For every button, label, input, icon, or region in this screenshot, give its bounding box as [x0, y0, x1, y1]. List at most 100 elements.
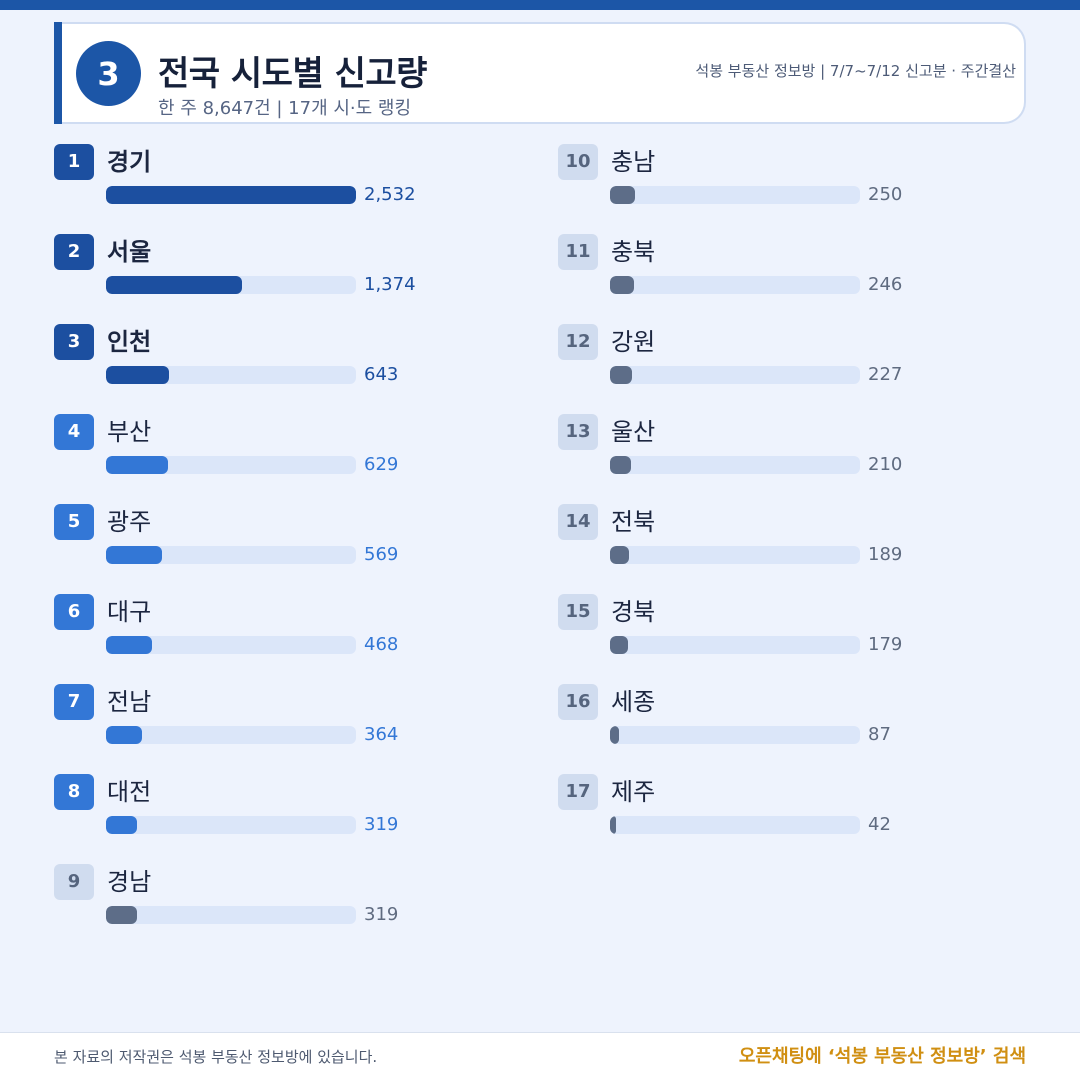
- bar-track: [106, 546, 356, 564]
- rank-badge: 4: [54, 414, 94, 450]
- bar-fill: [610, 636, 628, 654]
- ranking-row: 6 대구 468: [54, 594, 514, 674]
- ranking-row: 12 강원 227: [558, 324, 1018, 404]
- bar-fill: [106, 546, 162, 564]
- region-label: 전남: [107, 688, 152, 716]
- rank-badge: 1: [54, 144, 94, 180]
- bar-fill: [610, 546, 629, 564]
- ranking-row: 8 대전 319: [54, 774, 514, 854]
- value-label: 1,374: [364, 274, 416, 295]
- value-label: 319: [364, 814, 399, 835]
- bar-fill: [610, 456, 631, 474]
- rank-badge: 9: [54, 864, 94, 900]
- region-label: 서울: [107, 238, 152, 266]
- rank-badge: 3: [54, 324, 94, 360]
- rank-badge: 17: [558, 774, 598, 810]
- value-label: 246: [868, 274, 903, 295]
- page-subtitle: 한 주 8,647건 | 17개 시·도 랭킹: [158, 98, 412, 119]
- footer-bar: [0, 1033, 1080, 1080]
- ranking-row: 3 인천 643: [54, 324, 514, 404]
- rank-badge: 5: [54, 504, 94, 540]
- rank-badge: 13: [558, 414, 598, 450]
- bar-track: [106, 186, 356, 204]
- region-label: 제주: [611, 778, 656, 806]
- region-label: 울산: [611, 418, 656, 446]
- value-label: 629: [364, 454, 399, 475]
- bar-fill: [610, 816, 616, 834]
- bar-track: [610, 816, 860, 834]
- region-label: 세종: [611, 688, 656, 716]
- ranking-row: 16 세종 87: [558, 684, 1018, 764]
- bar-track: [610, 546, 860, 564]
- rank-badge: 2: [54, 234, 94, 270]
- bar-fill: [610, 366, 632, 384]
- bar-track: [106, 906, 356, 924]
- value-label: 250: [868, 184, 903, 205]
- bar-track: [610, 276, 860, 294]
- bar-track: [106, 726, 356, 744]
- rank-badge: 11: [558, 234, 598, 270]
- value-label: 468: [364, 634, 399, 655]
- bar-fill: [610, 726, 619, 744]
- bar-fill: [106, 456, 168, 474]
- bar-track: [106, 276, 356, 294]
- bar-fill: [106, 186, 356, 204]
- value-label: 179: [868, 634, 903, 655]
- region-label: 대전: [107, 778, 152, 806]
- ranking-row: 4 부산 629: [54, 414, 514, 494]
- value-label: 42: [868, 814, 891, 835]
- bar-track: [610, 186, 860, 204]
- ranking-row: 17 제주 42: [558, 774, 1018, 854]
- value-label: 227: [868, 364, 903, 385]
- page-title: 전국 시도별 신고량: [158, 54, 427, 94]
- ranking-row: 7 전남 364: [54, 684, 514, 764]
- region-label: 전북: [611, 508, 656, 536]
- open-chat-cta: 오픈채팅에 ‘석봉 부동산 정보방’ 검색: [738, 1046, 1026, 1067]
- ranking-row: 2 서울 1,374: [54, 234, 514, 314]
- region-label: 대구: [107, 598, 152, 626]
- bar-fill: [106, 636, 152, 654]
- rank-badge: 14: [558, 504, 598, 540]
- value-label: 643: [364, 364, 399, 385]
- value-label: 189: [868, 544, 903, 565]
- bar-track: [610, 726, 860, 744]
- bar-track: [106, 636, 356, 654]
- footer-divider: [0, 1032, 1080, 1033]
- region-label: 충북: [611, 238, 656, 266]
- top-accent-bar: [0, 0, 1080, 10]
- value-label: 364: [364, 724, 399, 745]
- bar-fill: [106, 726, 142, 744]
- ranking-row: 14 전북 189: [558, 504, 1018, 584]
- region-label: 강원: [611, 328, 656, 356]
- bar-fill: [106, 366, 169, 384]
- bar-track: [106, 366, 356, 384]
- ranking-row: 1 경기 2,532: [54, 144, 514, 224]
- copyright-notice: 본 자료의 저작권은 석봉 부동산 정보방에 있습니다.: [54, 1048, 378, 1066]
- header-accent-stripe: [54, 22, 62, 124]
- rank-badge: 10: [558, 144, 598, 180]
- ranking-row: 15 경북 179: [558, 594, 1018, 674]
- value-label: 569: [364, 544, 399, 565]
- bar-track: [610, 636, 860, 654]
- ranking-row: 10 충남 250: [558, 144, 1018, 224]
- bar-track: [106, 456, 356, 474]
- value-label: 319: [364, 904, 399, 925]
- region-label: 광주: [107, 508, 152, 536]
- bar-fill: [610, 276, 634, 294]
- bar-fill: [106, 276, 242, 294]
- bar-track: [106, 816, 356, 834]
- value-label: 87: [868, 724, 891, 745]
- region-label: 부산: [107, 418, 152, 446]
- region-label: 경남: [107, 868, 152, 896]
- rank-badge: 15: [558, 594, 598, 630]
- ranking-row: 11 충북 246: [558, 234, 1018, 314]
- region-label: 경북: [611, 598, 656, 626]
- section-number-badge: 3: [76, 41, 141, 106]
- header-meta: 석봉 부동산 정보방 | 7/7~7/12 신고분 · 주간결산: [695, 62, 1016, 80]
- header-card: [54, 22, 1026, 124]
- ranking-row: 5 광주 569: [54, 504, 514, 584]
- bar-fill: [610, 186, 635, 204]
- rank-badge: 7: [54, 684, 94, 720]
- region-label: 충남: [611, 148, 656, 176]
- bar-fill: [106, 816, 137, 834]
